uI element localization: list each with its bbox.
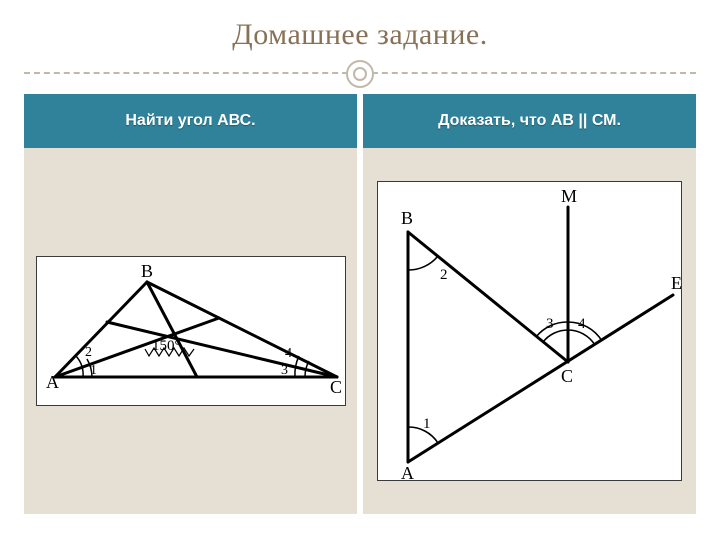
right-body: A B C M E 1 2 3 4 [363, 148, 696, 514]
label-E2: E [671, 273, 682, 293]
label-1b: 1 [423, 416, 431, 432]
label-3b: 3 [546, 316, 554, 332]
page-title: Домашнее задание. [24, 18, 696, 52]
label-3: 3 [281, 363, 288, 378]
label-2: 2 [85, 345, 92, 360]
figure-1: A B C 1 2 3 4 150° [36, 256, 346, 406]
label-4b: 4 [578, 316, 586, 332]
label-A: A [46, 372, 59, 392]
label-4: 4 [285, 346, 292, 361]
label-center-angle: 150° [152, 338, 181, 354]
label-M2: M [561, 186, 577, 206]
left-column: Найти угол АВС. [24, 94, 357, 514]
figure-2-svg: A B C M E 1 2 3 4 [378, 182, 683, 482]
figure-2: A B C M E 1 2 3 4 [377, 181, 682, 481]
right-column: Доказать, что АВ || СМ. [363, 94, 696, 514]
label-B: B [141, 261, 153, 281]
divider [24, 58, 696, 90]
label-A2: A [401, 463, 414, 482]
label-C2: C [561, 366, 573, 386]
left-body: A B C 1 2 3 4 150° [24, 148, 357, 514]
label-2b: 2 [440, 267, 448, 283]
left-header: Найти угол АВС. [24, 94, 357, 148]
label-B2: B [401, 208, 413, 228]
columns: Найти угол АВС. [24, 94, 696, 514]
slide: Домашнее задание. Найти угол АВС. [0, 0, 720, 540]
circle-marker-icon [346, 60, 374, 88]
label-1: 1 [90, 363, 97, 378]
figure-1-svg: A B C 1 2 3 4 150° [37, 257, 347, 407]
right-header: Доказать, что АВ || СМ. [363, 94, 696, 148]
label-C: C [330, 377, 342, 397]
